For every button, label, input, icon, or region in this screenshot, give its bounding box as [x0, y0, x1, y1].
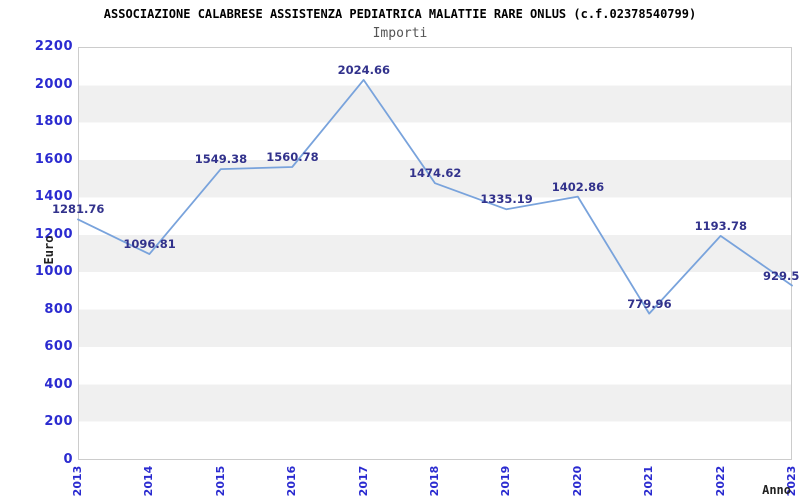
- value-label: 929.5: [763, 268, 800, 283]
- value-label: 1549.38: [194, 152, 248, 167]
- value-label: 779.96: [627, 296, 672, 311]
- x-tick-label: 2017: [356, 465, 370, 497]
- y-tick-label: 2000: [34, 76, 73, 92]
- x-tick-label: 2018: [428, 465, 441, 497]
- value-label: 1402.86: [551, 179, 605, 194]
- x-tick-label: 2020: [570, 465, 584, 497]
- value-label: 1281.76: [52, 202, 105, 217]
- y-tick-label: 1800: [34, 114, 73, 130]
- y-axis-title: Euro: [42, 235, 56, 265]
- y-tick-label: 400: [44, 376, 73, 392]
- y-tick-label: 600: [44, 339, 73, 355]
- x-tick-label: 2015: [213, 465, 227, 497]
- x-tick-label: 2013: [71, 465, 84, 497]
- x-tick-label: 2021: [642, 465, 656, 497]
- x-tick-label: 2014: [142, 465, 156, 497]
- y-tick-label: 1200: [34, 226, 73, 242]
- x-axis-title: Anno: [762, 483, 791, 497]
- y-tick-label: 1400: [34, 189, 73, 205]
- chart-subtitle: Importi: [372, 26, 428, 41]
- value-label: 1560.78: [266, 149, 319, 164]
- value-label: 1193.78: [694, 218, 747, 233]
- value-label: 1096.81: [123, 237, 176, 252]
- y-tick-label: 2200: [34, 39, 73, 54]
- y-tick-label: 200: [44, 414, 73, 430]
- y-tick-label: 0: [63, 452, 73, 467]
- value-label: 1335.19: [480, 192, 533, 207]
- line-series: [77, 79, 793, 315]
- y-tick-label: 1600: [34, 151, 73, 167]
- x-tick-label: 2016: [285, 465, 299, 497]
- x-tick-label: 2022: [713, 465, 727, 497]
- value-label: 2024.66: [337, 62, 390, 77]
- chart-title: ASSOCIAZIONE CALABRESE ASSISTENZA PEDIAT…: [103, 7, 697, 21]
- plot-area: [78, 47, 792, 460]
- y-tick-label: 800: [44, 301, 73, 317]
- x-tick-label: 2019: [499, 465, 513, 497]
- value-label: 1474.62: [409, 166, 462, 181]
- y-tick-label: 1000: [34, 264, 73, 280]
- line-series-path: [77, 79, 793, 315]
